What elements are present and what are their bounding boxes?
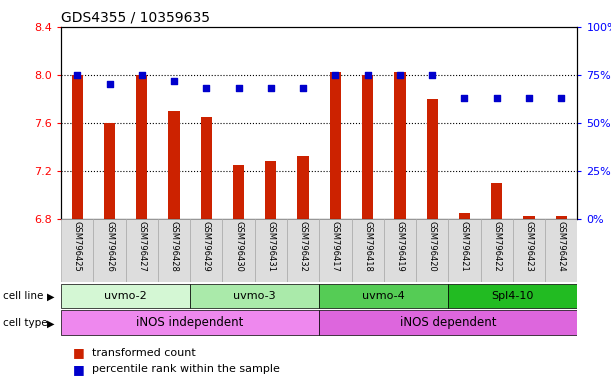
Text: GSM796423: GSM796423 <box>524 222 533 272</box>
Text: uvmo-2: uvmo-2 <box>104 291 147 301</box>
Point <box>395 72 405 78</box>
FancyBboxPatch shape <box>416 219 448 282</box>
Text: GSM796428: GSM796428 <box>169 222 178 272</box>
Text: GSM796421: GSM796421 <box>460 222 469 272</box>
Text: ■: ■ <box>73 363 85 376</box>
FancyBboxPatch shape <box>126 219 158 282</box>
FancyBboxPatch shape <box>255 219 287 282</box>
Point <box>233 85 243 91</box>
Text: GSM796422: GSM796422 <box>492 222 501 272</box>
Bar <box>136 75 147 219</box>
FancyBboxPatch shape <box>190 283 319 308</box>
FancyBboxPatch shape <box>319 283 448 308</box>
Text: cell line: cell line <box>3 291 43 301</box>
Bar <box>491 183 502 219</box>
Text: uvmo-3: uvmo-3 <box>233 291 276 301</box>
Text: GSM796420: GSM796420 <box>428 222 437 272</box>
Point <box>72 72 82 78</box>
Text: GDS4355 / 10359635: GDS4355 / 10359635 <box>61 10 210 24</box>
FancyBboxPatch shape <box>384 219 416 282</box>
FancyBboxPatch shape <box>448 283 577 308</box>
FancyBboxPatch shape <box>513 219 545 282</box>
Text: percentile rank within the sample: percentile rank within the sample <box>92 364 279 374</box>
FancyBboxPatch shape <box>61 219 93 282</box>
Text: iNOS independent: iNOS independent <box>136 316 244 329</box>
Bar <box>330 73 341 219</box>
FancyBboxPatch shape <box>319 310 577 334</box>
FancyBboxPatch shape <box>287 219 319 282</box>
Bar <box>426 99 438 219</box>
Bar <box>200 117 212 219</box>
Text: GSM796432: GSM796432 <box>299 222 307 272</box>
Text: GSM796426: GSM796426 <box>105 222 114 272</box>
Point <box>492 95 502 101</box>
Point <box>459 95 469 101</box>
Text: cell type: cell type <box>3 318 48 328</box>
Text: GSM796430: GSM796430 <box>234 222 243 272</box>
Point <box>557 95 566 101</box>
Text: GSM796419: GSM796419 <box>395 222 404 272</box>
Point <box>104 81 114 88</box>
FancyBboxPatch shape <box>61 283 190 308</box>
FancyBboxPatch shape <box>158 219 190 282</box>
FancyBboxPatch shape <box>481 219 513 282</box>
Point <box>427 72 437 78</box>
Text: GSM796418: GSM796418 <box>363 222 372 272</box>
Bar <box>169 111 180 219</box>
Point <box>524 95 534 101</box>
Point <box>266 85 276 91</box>
FancyBboxPatch shape <box>93 219 126 282</box>
Text: uvmo-4: uvmo-4 <box>362 291 405 301</box>
Text: GSM796417: GSM796417 <box>331 222 340 272</box>
Text: GSM796429: GSM796429 <box>202 222 211 272</box>
Point <box>137 72 147 78</box>
FancyBboxPatch shape <box>190 219 222 282</box>
Text: transformed count: transformed count <box>92 348 196 358</box>
Point <box>202 85 211 91</box>
Text: ■: ■ <box>73 346 85 359</box>
Bar <box>71 75 83 219</box>
Text: Spl4-10: Spl4-10 <box>492 291 534 301</box>
Text: iNOS dependent: iNOS dependent <box>400 316 497 329</box>
Text: GSM796424: GSM796424 <box>557 222 566 272</box>
Bar <box>394 73 406 219</box>
Text: GSM796431: GSM796431 <box>266 222 276 272</box>
Bar <box>104 123 115 219</box>
Bar <box>362 75 373 219</box>
Bar <box>555 217 567 219</box>
Text: ▶: ▶ <box>47 291 54 301</box>
FancyBboxPatch shape <box>448 219 481 282</box>
Bar <box>524 217 535 219</box>
Text: ▶: ▶ <box>47 318 54 328</box>
FancyBboxPatch shape <box>319 219 351 282</box>
Text: GSM796427: GSM796427 <box>137 222 146 272</box>
Text: GSM796425: GSM796425 <box>73 222 82 272</box>
FancyBboxPatch shape <box>545 219 577 282</box>
FancyBboxPatch shape <box>351 219 384 282</box>
Point <box>363 72 373 78</box>
Bar <box>298 157 309 219</box>
Bar <box>459 213 470 219</box>
Bar <box>265 161 277 219</box>
Point <box>298 85 308 91</box>
Point <box>169 78 179 84</box>
Point <box>331 72 340 78</box>
FancyBboxPatch shape <box>222 219 255 282</box>
FancyBboxPatch shape <box>61 310 319 334</box>
Bar <box>233 165 244 219</box>
